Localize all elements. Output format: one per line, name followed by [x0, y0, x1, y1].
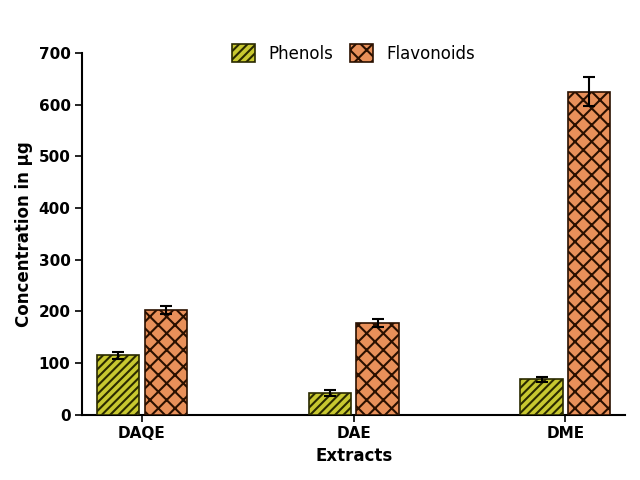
X-axis label: Extracts: Extracts [315, 447, 392, 465]
Bar [145, 310, 187, 415]
Bar [568, 92, 611, 415]
Bar [520, 380, 563, 415]
Bar [97, 355, 140, 415]
Y-axis label: Concentration in µg: Concentration in µg [15, 141, 33, 326]
Legend: Phenols, Flavonoids: Phenols, Flavonoids [227, 39, 481, 68]
Bar [356, 323, 399, 415]
Bar [308, 393, 351, 415]
